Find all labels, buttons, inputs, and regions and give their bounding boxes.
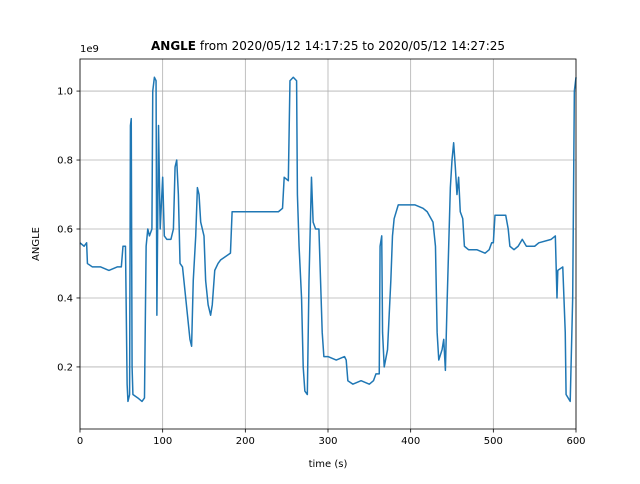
- x-tick-label: 600: [566, 436, 585, 447]
- ticks: 0 100 200 300 400 500 600 0.2 0.4 0.6 1.0 0.8: [57, 87, 585, 447]
- y-tick-label: 1.0: [57, 87, 73, 98]
- offset-text: 1e9: [80, 44, 99, 55]
- y-tick-label: 0.2: [57, 362, 73, 373]
- y-tick-label: 0.6: [57, 225, 73, 236]
- x-axis-label: time (s): [309, 459, 348, 470]
- x-tick-label: 300: [318, 436, 337, 447]
- x-tick-label: 400: [401, 436, 420, 447]
- y-axis-label: ANGLE: [31, 227, 42, 261]
- y-tick-label: 0.4: [57, 293, 73, 304]
- chart-title: ANGLE from 2020/05/12 14:17:25 to 2020/0…: [151, 39, 505, 53]
- data-line: [79, 76, 577, 403]
- grid: [79, 59, 577, 429]
- x-tick-label: 200: [236, 436, 255, 447]
- title-range: from 2020/05/12 14:17:25 to 2020/05/12 1…: [200, 39, 505, 53]
- x-tick-label: 500: [484, 436, 503, 447]
- title-name: ANGLE: [151, 39, 196, 53]
- y-tick-label: 0.8: [57, 156, 73, 167]
- x-tick-label: 100: [153, 436, 172, 447]
- x-tick-label: 0: [77, 436, 83, 447]
- plot-area: [79, 76, 577, 403]
